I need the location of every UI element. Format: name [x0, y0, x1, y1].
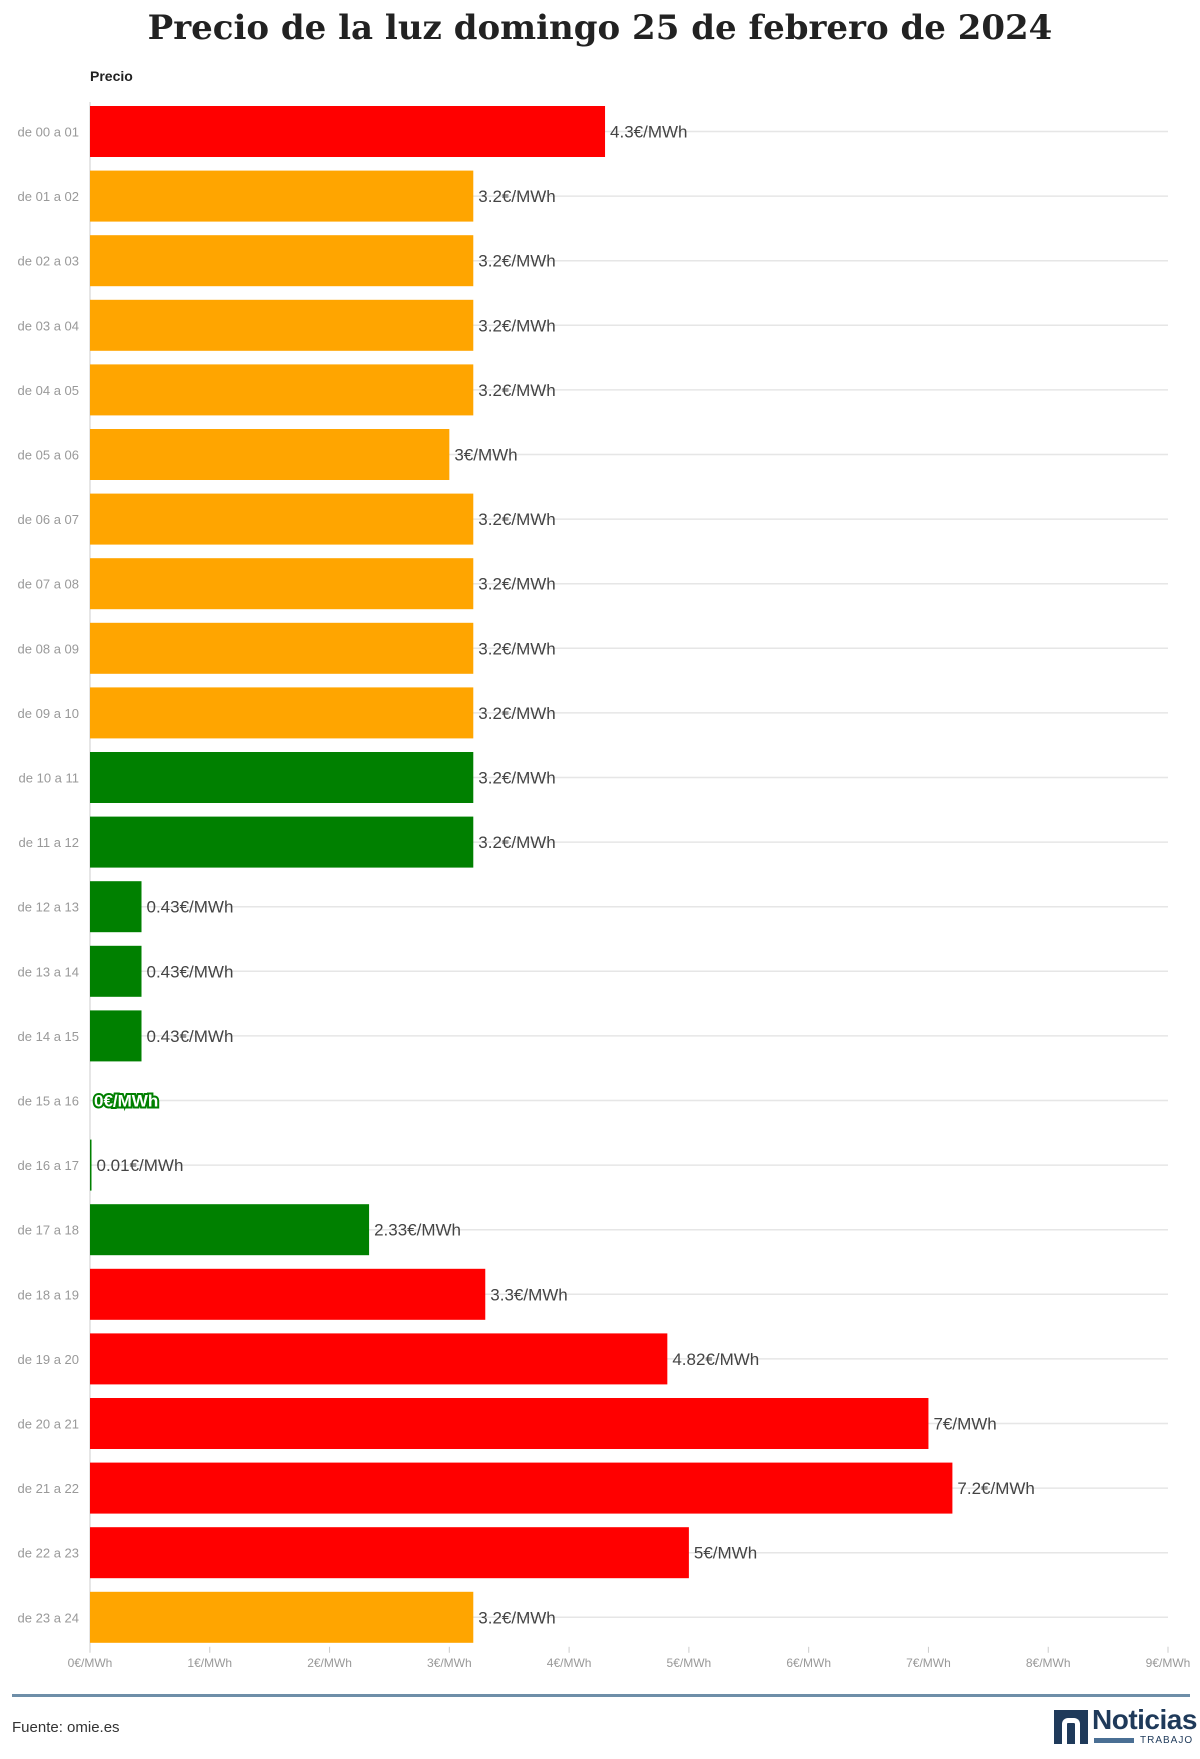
chart-title: Precio de la luz domingo 25 de febrero d…: [147, 8, 1053, 48]
series-label: Precio: [90, 68, 133, 84]
category-label: de 02 a 03: [18, 254, 79, 269]
bar: [90, 1527, 689, 1579]
value-label: 7.2€/MWh: [957, 1479, 1034, 1498]
x-tick-label: 0€/MWh: [68, 1656, 113, 1670]
category-label: de 09 a 10: [18, 706, 79, 721]
bar: [90, 106, 606, 157]
category-label: de 20 a 21: [18, 1417, 79, 1432]
value-label: 3.2€/MWh: [478, 1608, 555, 1627]
category-label: de 03 a 04: [18, 318, 79, 333]
x-tick-label: 8€/MWh: [1026, 1656, 1071, 1670]
bar: [90, 235, 474, 287]
bar: [90, 687, 474, 739]
category-label: de 12 a 13: [18, 900, 79, 915]
x-tick-label: 6€/MWh: [786, 1656, 831, 1670]
bar: [90, 364, 474, 416]
bar: [90, 622, 474, 674]
value-label: 4.3€/MWh: [610, 123, 687, 142]
category-label: de 21 a 22: [18, 1481, 79, 1496]
category-label: de 04 a 05: [18, 383, 79, 398]
logo-n-icon: [1054, 1710, 1088, 1744]
category-label: de 15 a 16: [18, 1094, 79, 1109]
bar: [90, 752, 474, 803]
x-tick-label: 4€/MWh: [547, 1656, 592, 1670]
x-tick-label: 3€/MWh: [427, 1656, 472, 1670]
value-label: 2.33€/MWh: [374, 1221, 461, 1240]
footer-divider: [12, 1694, 1190, 1697]
category-label: de 01 a 02: [18, 189, 79, 204]
category-label: de 10 a 11: [19, 771, 79, 786]
bar: [90, 1010, 142, 1062]
value-label: 0€/MWh: [94, 1092, 158, 1111]
bar: [90, 945, 142, 997]
x-tick-label: 7€/MWh: [906, 1656, 951, 1670]
value-label: 0.43€/MWh: [147, 1027, 234, 1046]
bar: [90, 429, 450, 480]
category-label: de 07 a 08: [18, 577, 79, 592]
bar: [90, 881, 142, 933]
bar: [90, 170, 474, 222]
category-label: de 22 a 23: [18, 1546, 79, 1561]
category-label: de 00 a 01: [18, 125, 79, 140]
bar: [90, 1333, 668, 1385]
logo-subword: TRABAJO: [1140, 1735, 1194, 1746]
category-label: de 13 a 14: [18, 964, 79, 979]
bar: [90, 816, 474, 868]
value-label: 3.2€/MWh: [478, 575, 555, 594]
value-label: 3.2€/MWh: [478, 252, 555, 271]
value-label: 3.3€/MWh: [490, 1285, 567, 1304]
value-label: 3.2€/MWh: [478, 316, 555, 335]
noticias-trabajo-logo: Noticias TRABAJO: [1054, 1704, 1197, 1748]
category-label: de 19 a 20: [18, 1352, 79, 1367]
bar: [90, 1591, 474, 1643]
value-label: 4.82€/MWh: [672, 1350, 759, 1369]
value-label: 3.2€/MWh: [478, 833, 555, 852]
value-label: 5€/MWh: [694, 1544, 757, 1563]
value-label: 3.2€/MWh: [478, 510, 555, 529]
category-label: de 18 a 19: [18, 1287, 79, 1302]
bar: [90, 493, 474, 545]
logo-accent-bar: [1094, 1738, 1134, 1743]
value-label: 3€/MWh: [454, 446, 517, 465]
x-tick-label: 5€/MWh: [667, 1656, 712, 1670]
source-note: Fuente: omie.es: [12, 1719, 120, 1736]
logo-word: Noticias: [1092, 1704, 1197, 1735]
category-label: de 06 a 07: [18, 512, 79, 527]
x-tick-label: 1€/MWh: [187, 1656, 232, 1670]
category-label: de 14 a 15: [18, 1029, 79, 1044]
category-label: de 11 a 12: [19, 835, 79, 850]
category-label: de 17 a 18: [18, 1223, 79, 1238]
x-tick-label: 9€/MWh: [1146, 1656, 1191, 1670]
category-label: de 05 a 06: [18, 448, 79, 463]
bar: [90, 299, 474, 351]
value-label: 0.43€/MWh: [147, 962, 234, 981]
value-label: 3.2€/MWh: [478, 769, 555, 788]
x-tick-label: 2€/MWh: [307, 1656, 352, 1670]
value-label: 3.2€/MWh: [478, 704, 555, 723]
bar: [90, 1139, 92, 1191]
category-label: de 23 a 24: [18, 1610, 79, 1625]
value-label: 0.43€/MWh: [147, 898, 234, 917]
bar: [90, 1268, 486, 1320]
value-label: 7€/MWh: [933, 1415, 996, 1434]
value-label: 0.01€/MWh: [97, 1156, 184, 1175]
bar: [90, 1204, 370, 1256]
value-label: 3.2€/MWh: [478, 639, 555, 658]
category-label: de 08 a 09: [18, 641, 79, 656]
bar-chart: 0€/MWh 1€/MWh 2€/MWh 3€/MWh 4€/MWh 5€/MWh 6€/M…: [18, 102, 1191, 1670]
bar: [90, 1398, 929, 1449]
bar: [90, 558, 474, 610]
value-label: 3.2€/MWh: [478, 187, 555, 206]
bar: [90, 1462, 953, 1514]
category-label: de 16 a 17: [18, 1158, 79, 1173]
value-label: 3.2€/MWh: [478, 381, 555, 400]
